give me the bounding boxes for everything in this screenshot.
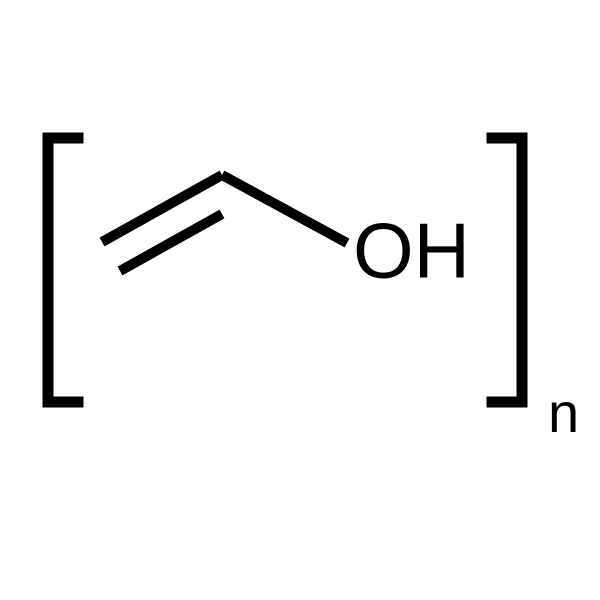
chemical-structure-diagram: OH n xyxy=(0,0,600,600)
carbon-carbon-double-bond-1 xyxy=(102,175,222,242)
repeat-unit-subscript: n xyxy=(548,381,579,444)
hydroxyl-label: OH xyxy=(353,206,470,294)
carbon-oxygen-single-bond xyxy=(222,175,347,243)
polymer-bracket-right xyxy=(492,138,522,402)
polymer-bracket-left xyxy=(48,138,78,402)
